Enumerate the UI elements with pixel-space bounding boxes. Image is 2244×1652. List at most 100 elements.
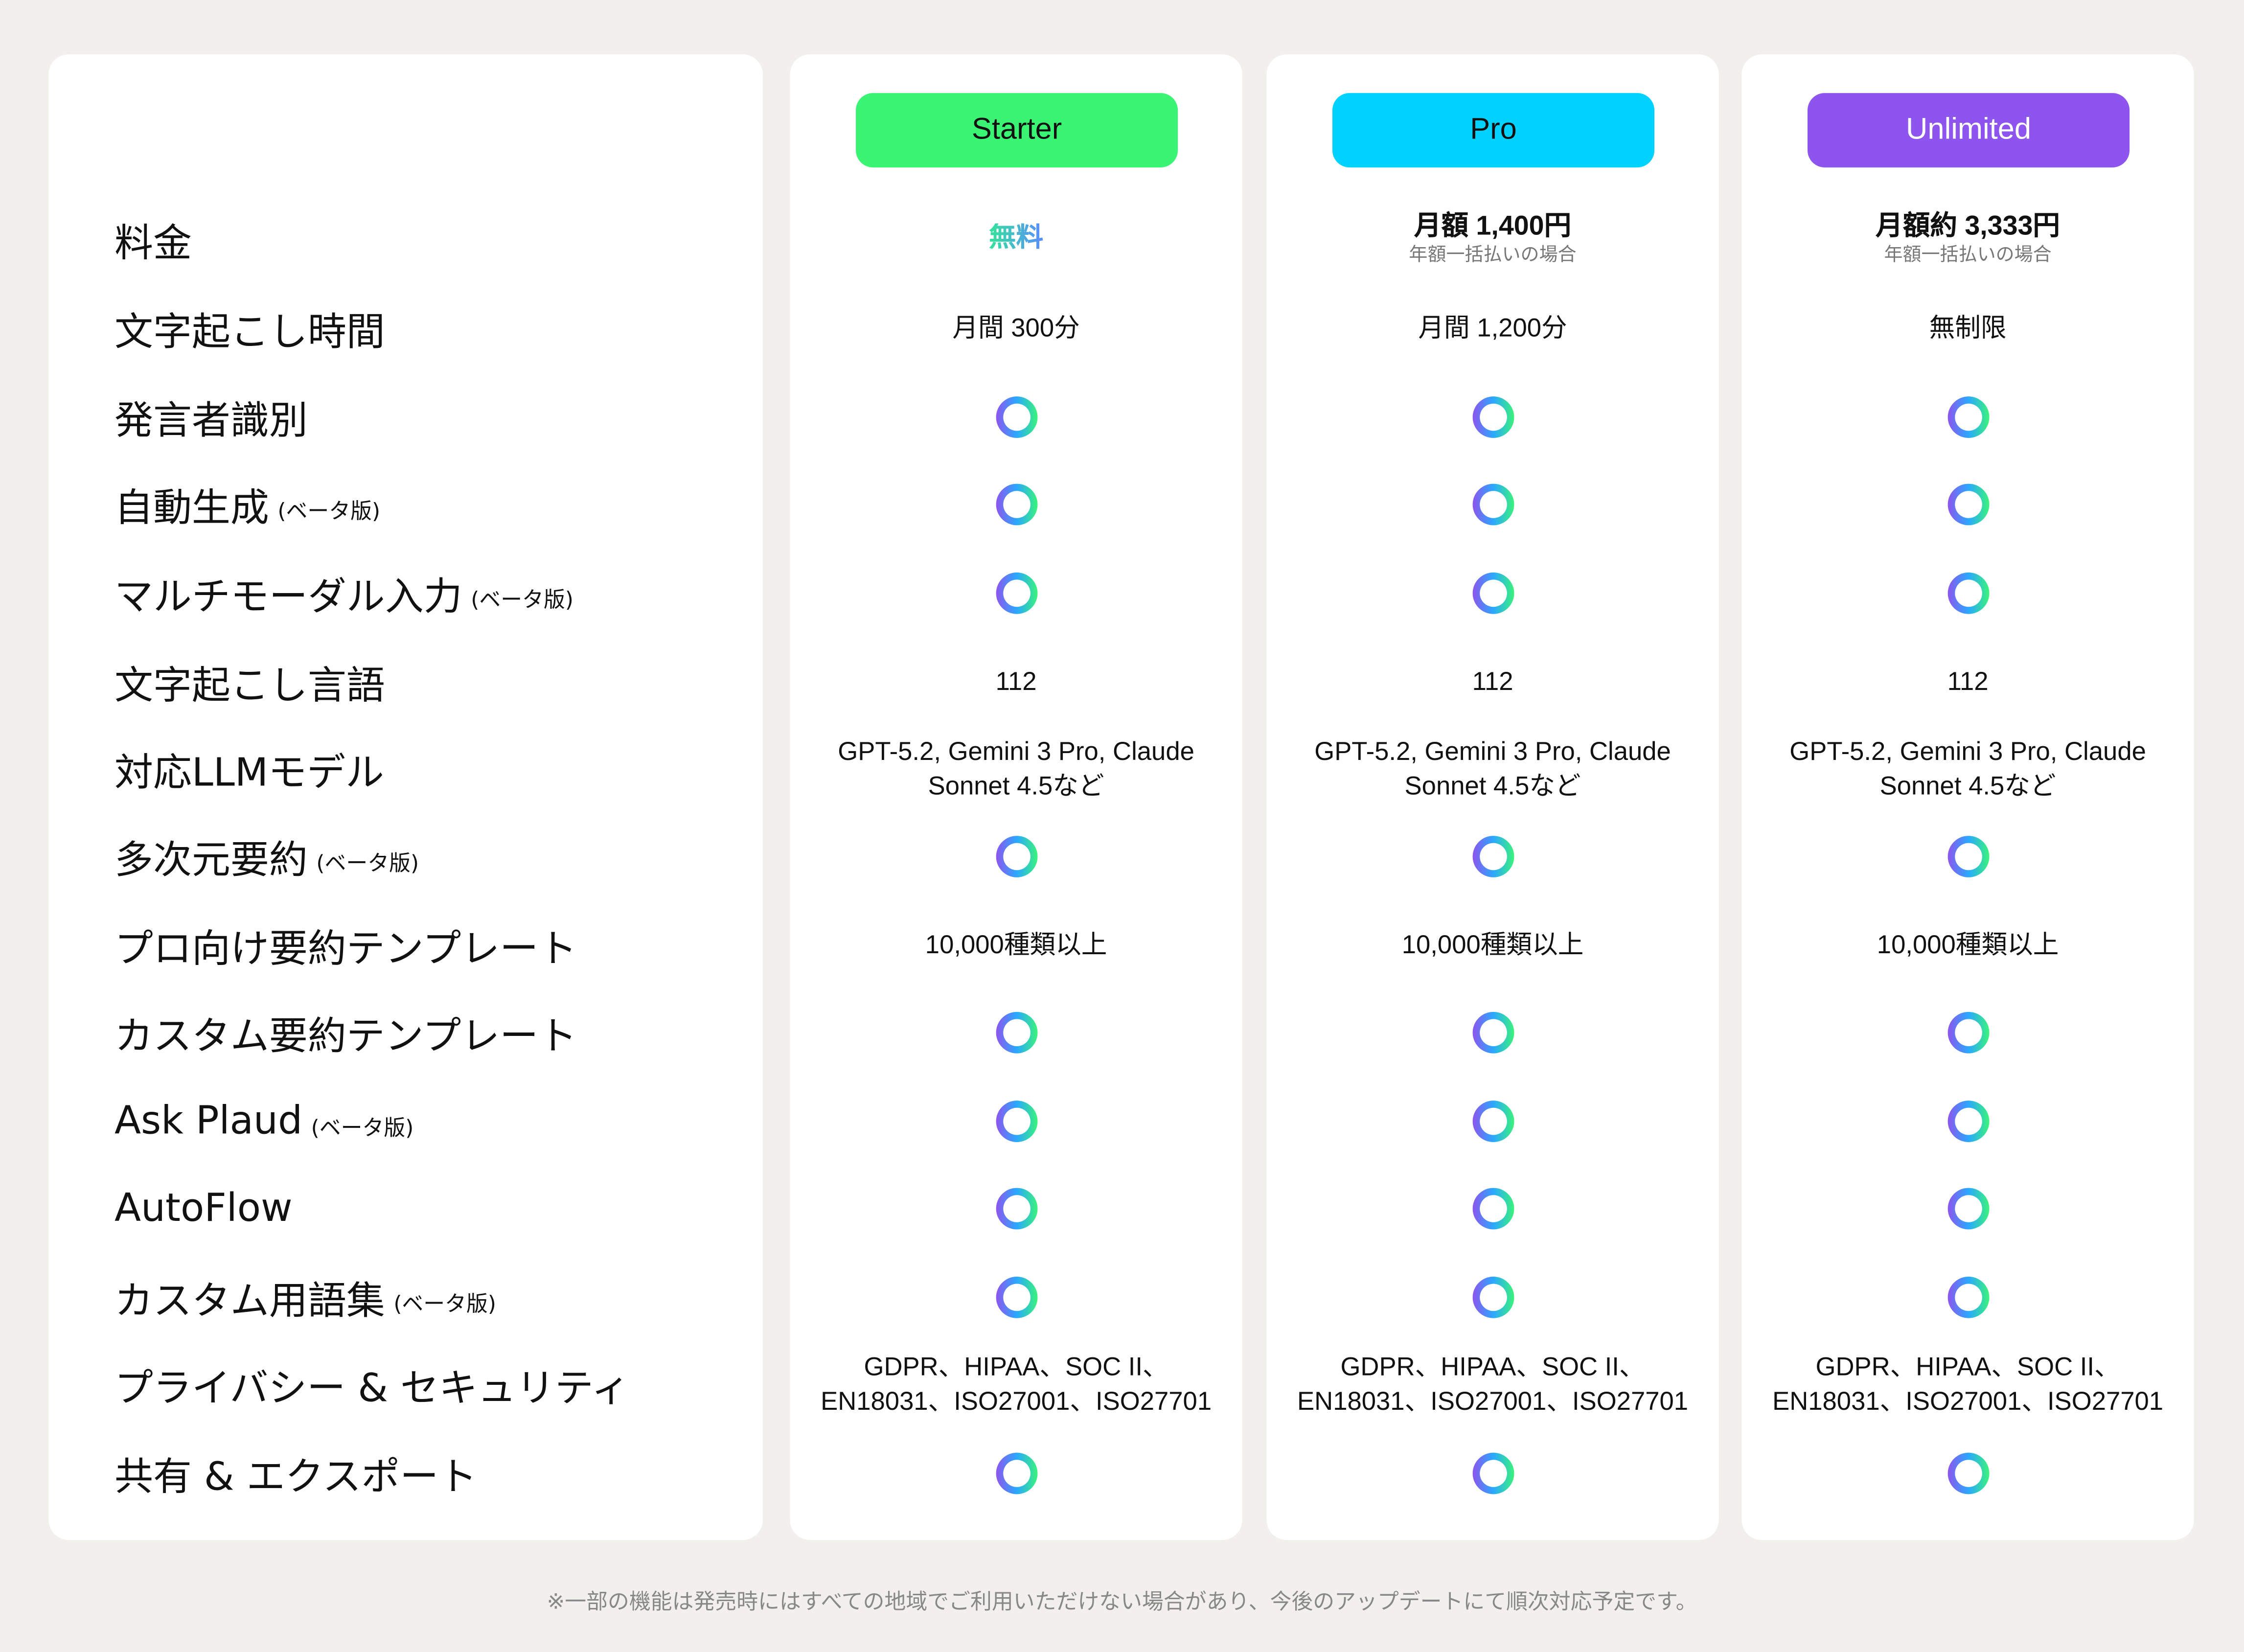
cell-text: 112 (995, 666, 1037, 696)
plan-cell: 10,000種類以上 (1741, 902, 2194, 987)
feature-label-text: AutoFlow (114, 1186, 293, 1230)
check-circle-icon (1472, 1276, 1513, 1318)
plan-cell (1741, 813, 2194, 898)
check-circle-icon (1472, 483, 1513, 525)
cell-text: 10,000種類以上 (1401, 930, 1584, 959)
cell-text: GPT-5.2, Gemini 3 Pro, Claude Sonnet 4.5… (1314, 737, 1671, 800)
feature-label: カスタム用語集 (ベータ版) (48, 1254, 762, 1339)
check-circle-icon (995, 483, 1037, 525)
feature-label: AutoFlow (48, 1165, 762, 1251)
plan-cell (790, 813, 1242, 898)
plan-cell: GDPR、HIPAA、SOC II、EN18031、ISO27001、ISO27… (790, 1341, 1242, 1427)
feature-label: 発言者識別 (48, 373, 762, 459)
footnote: ※一部の機能は発売時にはすべての地域でご利用いただけない場合があり、今後のアップ… (547, 1588, 1697, 1615)
cell-text: 10,000種類以上 (925, 930, 1107, 959)
plan-cell: 112 (1266, 638, 1718, 724)
plan-cell: 月間 1,200分 (1266, 285, 1718, 370)
check-circle-icon (995, 1276, 1037, 1318)
plan-cell (1741, 989, 2194, 1075)
cell-text: 10,000種類以上 (1877, 930, 2059, 959)
plan-cell (1741, 1254, 2194, 1339)
check-circle-icon (1472, 1187, 1513, 1229)
plan-cell (1266, 1254, 1718, 1339)
check-circle-icon (1472, 572, 1513, 614)
cell-text: GDPR、HIPAA、SOC II、EN18031、ISO27001、ISO27… (821, 1352, 1212, 1416)
check-circle-icon (1947, 1452, 1989, 1494)
cell-text: 112 (1472, 666, 1513, 696)
plan-cell: 112 (1741, 638, 2194, 724)
feature-label-text: 対応LLMモデル (114, 751, 384, 795)
check-circle-icon (1947, 483, 1989, 525)
plan-cell (790, 1430, 1242, 1515)
feature-label-text: 多次元要約 (114, 838, 308, 883)
plan-badge-starter[interactable]: Starter (856, 93, 1178, 168)
plan-cell: GDPR、HIPAA、SOC II、EN18031、ISO27001、ISO27… (1741, 1341, 2194, 1427)
plan-cell (1266, 989, 1718, 1075)
cell-text: GPT-5.2, Gemini 3 Pro, Claude Sonnet 4.5… (838, 737, 1194, 800)
price-note: 年額一括払いの場合 (1409, 243, 1577, 265)
feature-label: 文字起こし時間 (48, 285, 762, 370)
plan-cell: 月額約 3,333円 年額一括払いの場合 (1741, 196, 2194, 282)
feature-label: プロ向け要約テンプレート (48, 902, 762, 987)
price-value: 月額約 3,333円 (1876, 211, 2060, 242)
plan-cell: GPT-5.2, Gemini 3 Pro, Claude Sonnet 4.5… (1266, 726, 1718, 811)
plan-badge-pro[interactable]: Pro (1332, 93, 1655, 168)
plan-cell: GPT-5.2, Gemini 3 Pro, Claude Sonnet 4.5… (1741, 726, 2194, 811)
cell-text: 112 (1947, 666, 1989, 696)
check-circle-icon (1472, 395, 1513, 437)
feature-label: 文字起こし言語 (48, 638, 762, 724)
price-free: 無料 (989, 223, 1043, 254)
check-circle-icon (1472, 1011, 1513, 1053)
plan-cell: 月間 300分 (790, 285, 1242, 370)
plan-cell (790, 1165, 1242, 1251)
plan-cell (1266, 461, 1718, 547)
check-circle-icon (1947, 395, 1989, 437)
cell-text: 月間 300分 (952, 313, 1080, 343)
feature-label: 自動生成 (ベータ版) (48, 461, 762, 547)
cell-text: GDPR、HIPAA、SOC II、EN18031、ISO27001、ISO27… (1297, 1352, 1689, 1416)
feature-label: 対応LLMモデル (48, 726, 762, 811)
beta-tag: (ベータ版) (277, 497, 381, 524)
feature-label-text: マルチモーダル入力 (114, 574, 462, 619)
plan-cell (1266, 550, 1718, 635)
feature-labels-card: 料金文字起こし時間発言者識別 自動生成 (ベータ版) マルチモーダル入力 (ベータ版) 文… (48, 54, 763, 1540)
plan-cell: 10,000種類以上 (790, 902, 1242, 987)
price-value: 月額 1,400円 (1414, 211, 1572, 242)
check-circle-icon (995, 395, 1037, 437)
feature-label-text: プロ向け要約テンプレート (114, 926, 577, 971)
plan-cell: 無制限 (1741, 285, 2194, 370)
plan-column-starter: Starter 無料月間 300分 112 GPT-5.2, Gemini 3 Pro… (790, 54, 1242, 1540)
plan-cell (1741, 1165, 2194, 1251)
beta-tag: (ベータ版) (311, 1114, 414, 1140)
feature-label: Ask Plaud (ベータ版) (48, 1078, 762, 1163)
cell-text: 無制限 (1929, 313, 2007, 343)
check-circle-icon (1947, 1276, 1989, 1318)
check-circle-icon (1947, 1187, 1989, 1229)
plan-cell (790, 373, 1242, 459)
plan-cell (790, 550, 1242, 635)
feature-label: 料金 (48, 196, 762, 282)
plan-cell (1266, 373, 1718, 459)
cell-text: GDPR、HIPAA、SOC II、EN18031、ISO27001、ISO27… (1772, 1352, 2164, 1416)
check-circle-icon (995, 1011, 1037, 1053)
feature-label: プライバシー & セキュリティ (48, 1341, 762, 1427)
check-circle-icon (1472, 835, 1513, 877)
plan-cell (790, 989, 1242, 1075)
plan-cell: 月額 1,400円 年額一括払いの場合 (1266, 196, 1718, 282)
plan-column-pro: Pro 月額 1,400円 年額一括払いの場合 月間 1,200分 112 GPT-5.2… (1266, 54, 1719, 1540)
plan-badge-unlimited[interactable]: Unlimited (1808, 93, 2130, 168)
feature-label-text: 文字起こし時間 (114, 310, 385, 354)
plan-cell (1266, 813, 1718, 898)
check-circle-icon (995, 1452, 1037, 1494)
plan-cell (1266, 1165, 1718, 1251)
plan-cell (790, 461, 1242, 547)
feature-label: 共有 & エクスポート (48, 1430, 762, 1515)
plan-cell (1741, 461, 2194, 547)
check-circle-icon (995, 572, 1037, 614)
plan-cell (1266, 1430, 1718, 1515)
plan-cell (790, 1078, 1242, 1163)
plan-cell: 無料 (790, 196, 1242, 282)
beta-tag: (ベータ版) (393, 1290, 497, 1316)
plan-cell (1741, 1430, 2194, 1515)
plan-cell: 112 (790, 638, 1242, 724)
